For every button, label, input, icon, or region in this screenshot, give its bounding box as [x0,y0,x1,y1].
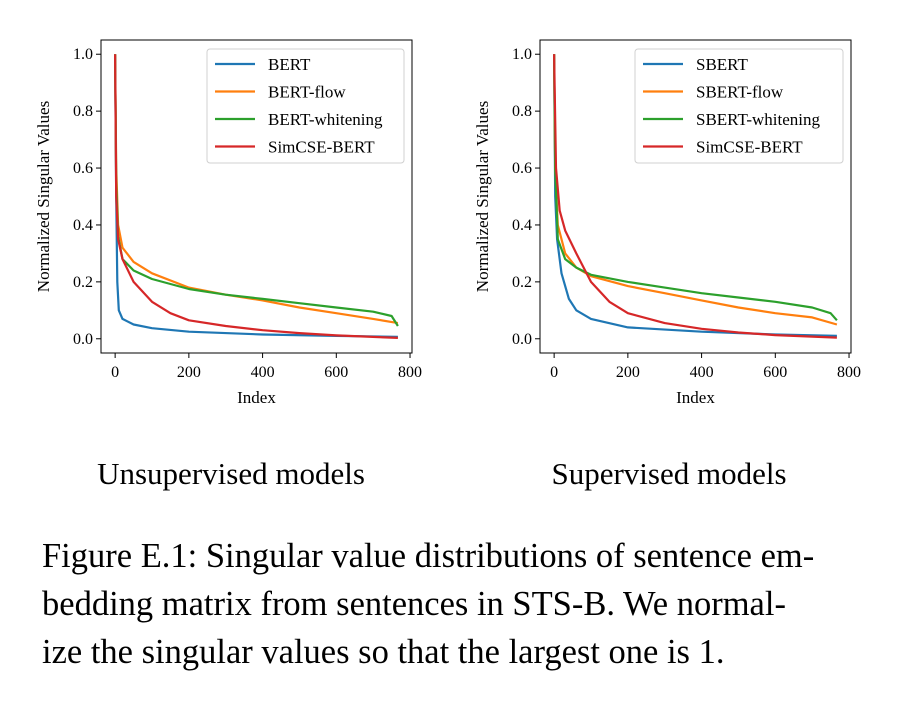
legend: SBERT SBERT-flow SBERT-whitening SimCSE-BER… [634,48,844,164]
series-line-simcse-bert [553,54,837,339]
y-tick-label: 0.0 [73,331,93,348]
axes-frame [100,39,413,354]
legend-label: BERT-whitening [268,110,383,129]
series-line-sbert-whitening [553,54,838,322]
x-tick-label: 400 [690,364,714,381]
x-tick-label: 400 [251,364,275,381]
y-tick-label: 0.8 [73,103,93,120]
y-tick-label: 1.0 [73,46,93,63]
y-tick-label: 0.4 [512,217,532,234]
legend-label: BERT-flow [268,83,346,102]
subtitle-unsupervised: Unsupervised models [97,456,365,491]
x-tick-label: 200 [177,364,201,381]
figure-caption: Figure E.1: Singular value distributions… [42,532,882,676]
chart-2: 0 200 400 600 800 0.0 0.2 0.4 0.6 0.8 1.0 Index Norm… [473,39,861,407]
x-tick-label: 800 [837,364,861,381]
y-tick-label: 0.4 [73,217,93,234]
x-tick-label: 200 [616,364,640,381]
y-tick-label: 0.2 [73,274,93,291]
y-tick-label: 1.0 [512,46,532,63]
y-tick-label: 0.0 [512,331,532,348]
x-tick-label: 600 [763,364,787,381]
x-tick-label: 600 [324,364,348,381]
legend-label: SBERT-whitening [696,110,820,129]
caption-line: bedding matrix from sentences in STS-B. … [42,585,786,623]
legend-label: BERT [268,55,311,74]
series-line-simcse-bert [114,54,398,339]
x-axis-label: Index [237,388,276,407]
y-tick-label: 0.8 [512,103,532,120]
y-tick-label: 0.2 [512,274,532,291]
legend-label: SBERT [696,55,748,74]
x-axis-label: Index [676,388,715,407]
legend-label: SimCSE-BERT [268,138,375,157]
subtitle-supervised: Supervised models [551,456,787,491]
chart-1: 0 200 400 600 800 0.0 0.2 0.4 0.6 0.8 1.0 Index Norm… [34,39,422,407]
x-tick-label: 800 [398,364,422,381]
y-tick-label: 0.6 [73,160,93,177]
x-tick-label: 0 [550,364,558,381]
axes-frame [539,39,852,354]
caption-line: Figure E.1: Singular value distributions… [42,537,815,575]
y-axis-label: Normalized Singular Values [473,101,492,292]
y-tick-label: 0.6 [512,160,532,177]
legend-frame [634,48,844,164]
legend-label: SimCSE-BERT [696,138,803,157]
caption-line: ize the singular values so that the larg… [42,633,725,671]
series-line-bert [114,54,398,338]
x-tick-label: 0 [111,364,119,381]
y-axis-label: Normalized Singular Values [34,101,53,292]
legend: BERT BERT-flow BERT-whitening SimCSE-BERT [206,48,405,164]
legend-frame [206,48,405,164]
legend-label: SBERT-flow [696,83,784,102]
